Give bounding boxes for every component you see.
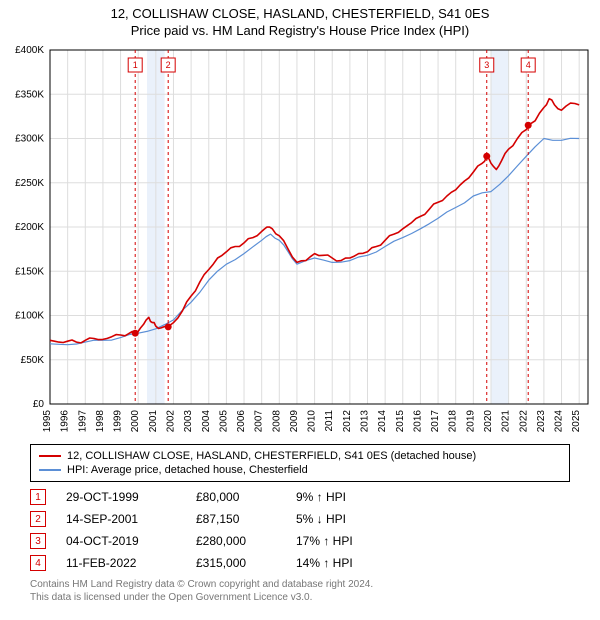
svg-text:£150K: £150K — [15, 266, 44, 277]
footer-line1: Contains HM Land Registry data © Crown c… — [30, 578, 570, 591]
svg-text:2017: 2017 — [430, 410, 441, 433]
legend-item: 12, COLLISHAW CLOSE, HASLAND, CHESTERFIE… — [39, 449, 561, 463]
svg-text:2000: 2000 — [130, 410, 141, 433]
sale-marker-box: 2 — [30, 511, 46, 527]
sale-row: 2 14-SEP-2001 £87,150 5% ↓ HPI — [30, 508, 570, 530]
svg-text:2007: 2007 — [254, 410, 265, 433]
svg-text:2024: 2024 — [554, 410, 565, 433]
svg-text:2022: 2022 — [518, 410, 529, 433]
svg-text:3: 3 — [484, 60, 489, 70]
svg-text:£100K: £100K — [15, 311, 44, 322]
title-subtitle: Price paid vs. HM Land Registry's House … — [0, 23, 600, 38]
svg-text:1999: 1999 — [113, 410, 124, 433]
attribution-footer: Contains HM Land Registry data © Crown c… — [30, 578, 570, 604]
svg-text:2023: 2023 — [536, 410, 547, 433]
svg-text:2014: 2014 — [377, 410, 388, 433]
sale-row: 1 29-OCT-1999 £80,000 9% ↑ HPI — [30, 486, 570, 508]
svg-text:£350K: £350K — [15, 89, 44, 100]
chart-titles: 12, COLLISHAW CLOSE, HASLAND, CHESTERFIE… — [0, 0, 600, 38]
line-chart: £0 £50K £100K £150K £200K £250K £300K £350K £400… — [0, 38, 600, 438]
svg-text:£50K: £50K — [21, 355, 45, 366]
svg-text:2025: 2025 — [571, 410, 582, 433]
sale-price: £315,000 — [196, 556, 276, 570]
footer-line2: This data is licensed under the Open Gov… — [30, 591, 570, 604]
svg-text:2021: 2021 — [501, 410, 512, 433]
legend-swatch — [39, 455, 61, 457]
svg-text:1998: 1998 — [95, 410, 106, 433]
svg-text:2: 2 — [166, 60, 171, 70]
svg-text:2020: 2020 — [483, 410, 494, 433]
svg-text:2016: 2016 — [412, 410, 423, 433]
sale-marker-box: 4 — [30, 555, 46, 571]
legend-label: HPI: Average price, detached house, Ches… — [67, 464, 308, 476]
legend-label: 12, COLLISHAW CLOSE, HASLAND, CHESTERFIE… — [67, 450, 476, 462]
sale-date: 14-SEP-2001 — [66, 512, 176, 526]
svg-text:1: 1 — [133, 60, 138, 70]
sale-marker-box: 3 — [30, 533, 46, 549]
page-container: 12, COLLISHAW CLOSE, HASLAND, CHESTERFIE… — [0, 0, 600, 604]
sale-price: £280,000 — [196, 534, 276, 548]
svg-text:£200K: £200K — [15, 222, 44, 233]
svg-text:2005: 2005 — [218, 410, 229, 433]
svg-text:£250K: £250K — [15, 178, 44, 189]
legend-item: HPI: Average price, detached house, Ches… — [39, 463, 561, 477]
svg-text:2011: 2011 — [324, 410, 335, 432]
svg-text:£0: £0 — [33, 399, 45, 410]
svg-text:1996: 1996 — [60, 410, 71, 433]
legend-swatch — [39, 469, 61, 471]
svg-text:£300K: £300K — [15, 134, 44, 145]
legend: 12, COLLISHAW CLOSE, HASLAND, CHESTERFIE… — [30, 444, 570, 482]
svg-text:2018: 2018 — [448, 410, 459, 433]
svg-text:2006: 2006 — [236, 410, 247, 433]
sale-hpi: 9% ↑ HPI — [296, 490, 386, 504]
title-address: 12, COLLISHAW CLOSE, HASLAND, CHESTERFIE… — [0, 6, 600, 21]
sale-marker-box: 1 — [30, 489, 46, 505]
svg-text:1995: 1995 — [42, 410, 53, 433]
svg-text:2013: 2013 — [360, 410, 371, 433]
svg-text:2012: 2012 — [342, 410, 353, 433]
svg-text:1997: 1997 — [77, 410, 88, 433]
svg-text:2015: 2015 — [395, 410, 406, 433]
sale-price: £87,150 — [196, 512, 276, 526]
sale-date: 29-OCT-1999 — [66, 490, 176, 504]
svg-text:2010: 2010 — [307, 410, 318, 433]
sale-price: £80,000 — [196, 490, 276, 504]
sales-table: 1 29-OCT-1999 £80,000 9% ↑ HPI 2 14-SEP-2001 £… — [30, 486, 570, 574]
sale-row: 3 04-OCT-2019 £280,000 17% ↑ HPI — [30, 530, 570, 552]
svg-text:2003: 2003 — [183, 410, 194, 433]
sale-row: 4 11-FEB-2022 £315,000 14% ↑ HPI — [30, 552, 570, 574]
svg-text:2008: 2008 — [271, 410, 282, 433]
sale-date: 11-FEB-2022 — [66, 556, 176, 570]
sale-hpi: 5% ↓ HPI — [296, 512, 386, 526]
svg-text:2009: 2009 — [289, 410, 300, 433]
svg-text:2004: 2004 — [201, 410, 212, 433]
svg-text:2002: 2002 — [165, 410, 176, 433]
chart-area: £0 £50K £100K £150K £200K £250K £300K £350K £400… — [0, 38, 600, 438]
svg-text:4: 4 — [526, 60, 531, 70]
sale-hpi: 17% ↑ HPI — [296, 534, 386, 548]
svg-text:£400K: £400K — [15, 45, 44, 56]
sale-date: 04-OCT-2019 — [66, 534, 176, 548]
svg-text:2019: 2019 — [465, 410, 476, 433]
sale-hpi: 14% ↑ HPI — [296, 556, 386, 570]
svg-text:2001: 2001 — [148, 410, 159, 433]
